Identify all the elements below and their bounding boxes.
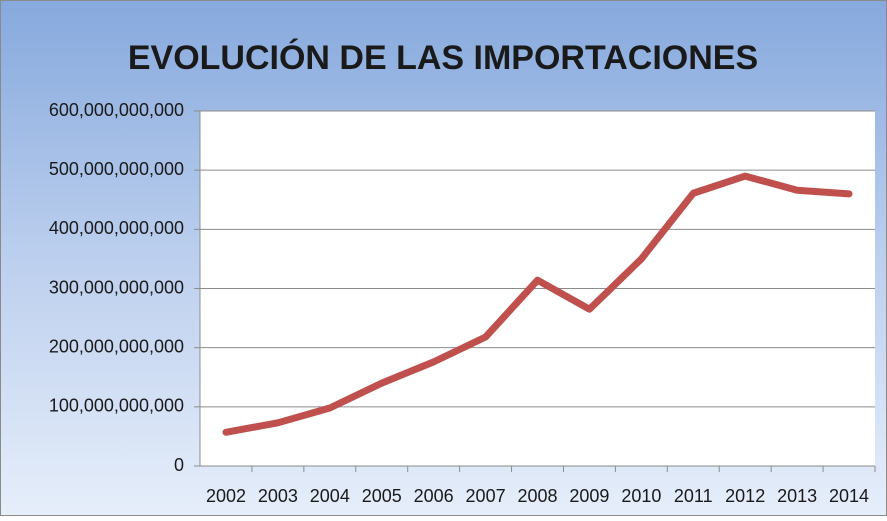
x-tick-label: 2007 <box>466 486 506 506</box>
y-tick-label: 300,000,000,000 <box>49 277 184 297</box>
x-tick-label: 2013 <box>777 486 817 506</box>
x-tick-label: 2012 <box>725 486 765 506</box>
x-tick-label: 2010 <box>621 486 661 506</box>
x-tick-label: 2011 <box>674 486 713 506</box>
x-tick-label: 2014 <box>829 486 869 506</box>
y-tick-label: 500,000,000,000 <box>49 159 184 179</box>
x-tick-label: 2008 <box>517 486 557 506</box>
x-tick-label: 2006 <box>414 486 454 506</box>
x-tick-label: 2005 <box>362 486 402 506</box>
chart-title: EVOLUCIÓN DE LAS IMPORTACIONES <box>128 39 758 77</box>
x-tick-label: 2003 <box>258 486 298 506</box>
y-tick-label: 400,000,000,000 <box>49 218 184 238</box>
y-tick-label: 200,000,000,000 <box>49 336 184 356</box>
y-tick-label: 600,000,000,000 <box>49 100 184 120</box>
y-tick-label: 0 <box>174 455 184 475</box>
x-tick-label: 2009 <box>569 486 609 506</box>
x-tick-label: 2002 <box>206 486 246 506</box>
data-line <box>222 172 853 436</box>
x-tick-label: 2004 <box>310 486 350 506</box>
y-tick-label: 100,000,000,000 <box>49 396 184 416</box>
